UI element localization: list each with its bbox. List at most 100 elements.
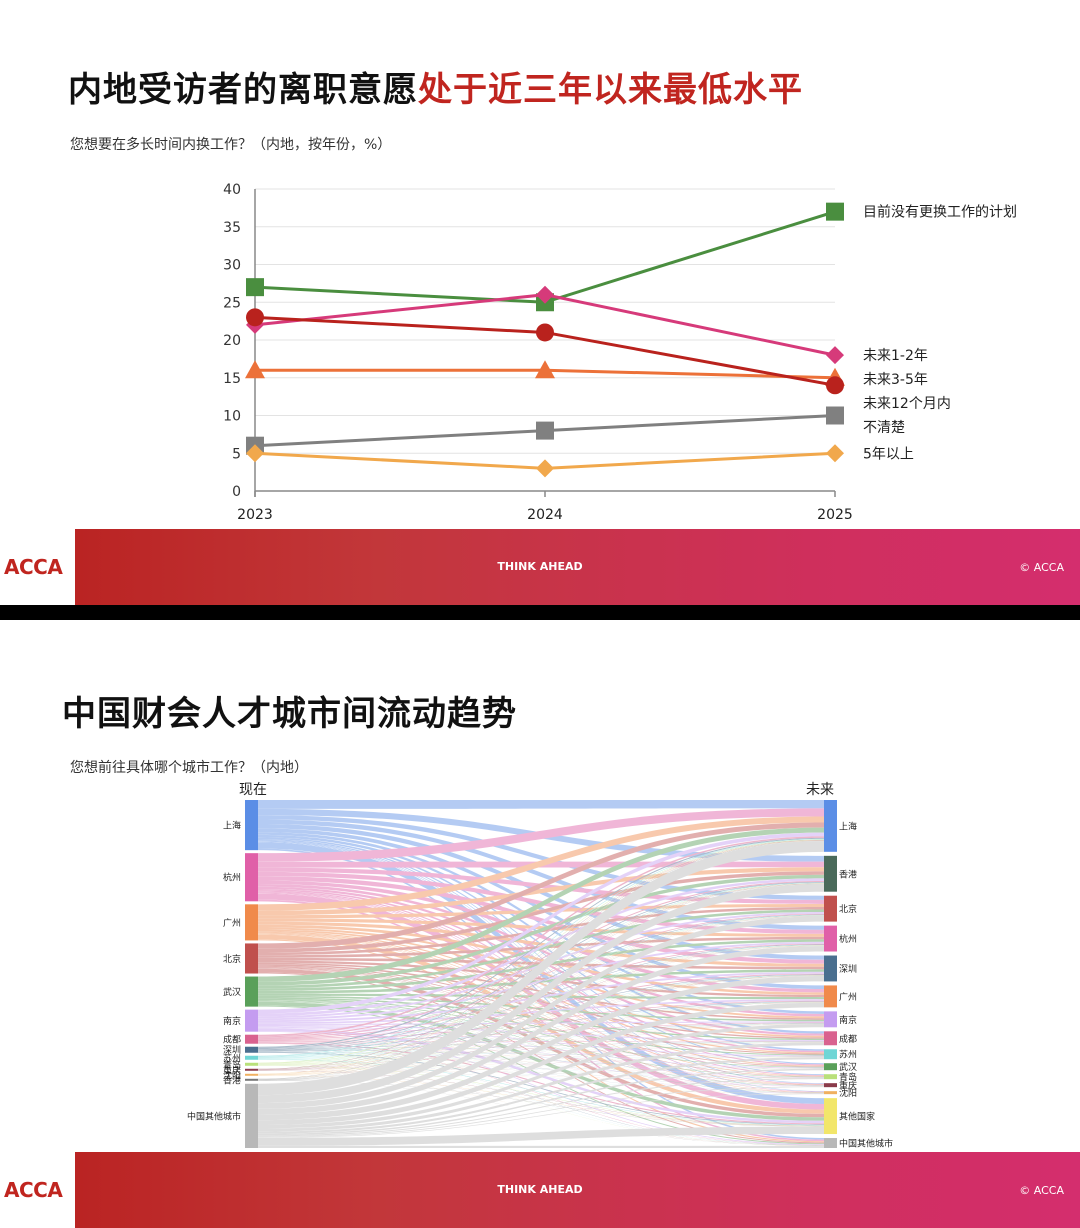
data-point xyxy=(826,444,844,463)
sankey-flow xyxy=(258,1001,824,1051)
sankey-flow xyxy=(258,1023,824,1059)
x-tick-label: 2025 xyxy=(817,507,853,523)
series-4 xyxy=(246,406,844,455)
sankey-flow xyxy=(258,1080,824,1146)
sankey-flow xyxy=(258,1075,824,1094)
sankey-label-right: 武汉 xyxy=(839,1061,857,1073)
sankey-label-right: 沈阳 xyxy=(839,1087,857,1099)
sankey-flow xyxy=(258,890,824,1066)
sankey-flow xyxy=(258,1059,824,1146)
sankey-flow xyxy=(258,841,824,1096)
sankey-flow xyxy=(258,1026,824,1057)
sankey-flow xyxy=(258,1023,824,1129)
sankey-flow xyxy=(258,912,824,1019)
sankey-label-left: 北京 xyxy=(223,953,241,965)
sankey-flow xyxy=(258,1051,824,1057)
sankey-flow xyxy=(258,973,824,1040)
sankey-flow xyxy=(258,1078,824,1081)
sankey-node-left xyxy=(245,800,258,851)
sankey-flow xyxy=(258,1093,824,1138)
sankey-flow xyxy=(258,913,824,1039)
sankey-flow xyxy=(258,888,824,1053)
sankey-flow xyxy=(258,1051,824,1126)
sankey-flow xyxy=(258,1070,824,1127)
footer-bar: ACCA THINK AHEAD © ACCA xyxy=(0,1152,1080,1228)
sankey-flow xyxy=(258,1051,824,1087)
sankey-label-right: 广州 xyxy=(839,991,857,1003)
sankey-flow xyxy=(258,975,824,1080)
sankey-node-left xyxy=(245,1046,258,1053)
sankey-flow xyxy=(258,1041,824,1066)
sankey-flow xyxy=(258,1058,824,1078)
sankey-label-right: 杭州 xyxy=(839,933,857,945)
sankey-flow xyxy=(258,968,824,1118)
sankey-flow xyxy=(258,1068,824,1136)
sankey-flow xyxy=(258,1056,824,1059)
sankey-flow xyxy=(258,1026,824,1069)
sankey-flow xyxy=(258,1023,824,1076)
sankey-node-left xyxy=(245,1062,258,1066)
acca-logo: ACCA xyxy=(4,555,63,579)
sankey-flow xyxy=(258,975,824,1070)
logo-box: ACCA xyxy=(0,1152,75,1228)
sankey-flow xyxy=(258,1057,824,1134)
sankey-flow xyxy=(258,1070,824,1079)
sankey-flow xyxy=(258,848,824,1140)
sankey-flow xyxy=(258,1065,824,1087)
sankey-flow xyxy=(258,909,824,989)
sankey-label-left: 沈阳 xyxy=(223,1069,241,1081)
sankey-flow xyxy=(258,1051,824,1069)
sankey-flow xyxy=(258,997,824,1041)
sankey-flow xyxy=(258,832,824,1014)
sankey-flow xyxy=(258,1086,824,1138)
sankey-flow xyxy=(258,972,824,1144)
sankey-flow xyxy=(258,939,824,1143)
sankey-label-left: 香港 xyxy=(223,1074,241,1086)
chart-subtitle: 您想要在多长时间内换工作？（内地，按年份，%） xyxy=(70,137,392,153)
sankey-flow xyxy=(258,816,824,911)
sankey-flow xyxy=(258,1042,824,1132)
sankey-flow xyxy=(258,945,824,1070)
sankey-label-right: 成都 xyxy=(839,1033,857,1045)
data-point xyxy=(246,444,264,463)
chart-subtitle: 您想前往具体哪个城市工作？（内地） xyxy=(70,760,308,776)
sankey-flow xyxy=(258,808,824,862)
sankey-flow xyxy=(258,993,824,1000)
slide-title: 中国财会人才城市间流动趋势 xyxy=(62,694,517,734)
sankey-flow xyxy=(258,886,824,1036)
slide-turnover-intent: 内地受访者的离职意愿处于近三年以来最低水平 您想要在多长时间内换工作？（内地，按… xyxy=(0,0,1080,605)
sankey-flow xyxy=(258,934,824,1093)
sankey-node-right xyxy=(824,1083,837,1088)
data-point xyxy=(246,308,264,327)
sankey-node-left xyxy=(245,1083,258,1148)
sankey-node-left xyxy=(245,1068,258,1071)
sankey-flow xyxy=(258,874,824,986)
sankey-flow xyxy=(258,1075,824,1087)
sankey-flow xyxy=(258,966,824,1067)
sankey-label-right: 重庆 xyxy=(839,1080,857,1092)
sankey-flow xyxy=(258,1022,824,1041)
sankey-flow xyxy=(258,1000,824,1078)
sankey-flow xyxy=(258,1051,824,1078)
sankey-flow xyxy=(258,884,824,1017)
sankey-node-left xyxy=(245,1078,258,1081)
sankey-flow xyxy=(258,932,824,1067)
sankey-flow xyxy=(258,1041,824,1078)
sankey-label-left: 青岛 xyxy=(223,1059,241,1071)
sankey-flow xyxy=(258,839,824,1064)
sankey-flow xyxy=(258,893,824,1093)
sankey-flow xyxy=(258,1023,824,1065)
sankey-flow xyxy=(258,808,824,862)
sankey-chart: 现在 未来上海杭州广州北京武汉南京成都深圳苏州青岛重庆沈阳香港中国其他城市上海香港… xyxy=(187,782,893,1150)
sankey-label-right: 苏州 xyxy=(839,1049,857,1061)
sankey-node-right xyxy=(824,895,837,922)
sankey-flow xyxy=(258,882,824,1057)
sankey-flow xyxy=(258,945,824,1080)
sankey-flow xyxy=(258,960,824,998)
sankey-node-right xyxy=(824,1063,837,1071)
sankey-label-right: 中国其他城市 xyxy=(839,1138,893,1150)
data-point xyxy=(826,346,844,365)
sankey-node-left xyxy=(245,976,258,1007)
sankey-node-right xyxy=(824,800,837,852)
sankey-flow xyxy=(258,1027,824,1078)
